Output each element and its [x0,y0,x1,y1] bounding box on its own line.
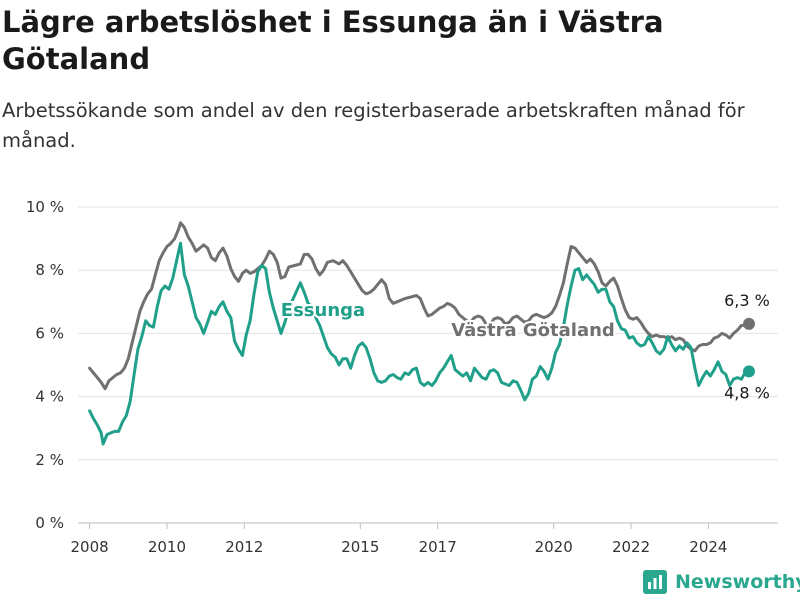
newsworthy-logo-text: Newsworthy [675,571,800,593]
series-name-label: Essunga [281,300,365,321]
x-axis-ticks: 2008 2010 2012 2015 2017 2020 2022 2024 [71,523,727,556]
x-tick-label: 2024 [689,538,727,556]
x-tick-label: 2008 [71,538,109,556]
series-name-label: Västra Götaland [451,320,615,341]
y-tick-label: 6 % [35,324,64,342]
x-tick-label: 2012 [225,538,263,556]
gridlines [78,206,778,524]
series-end-point-0 [742,317,755,330]
y-tick-label: 4 % [35,388,64,406]
end-value-label: 4,8 % [724,383,770,402]
x-tick-label: 2020 [535,538,573,556]
line-chart: 0 % 2 % 4 % 6 % 8 % 10 % 2008 2010 2012 2015 2017… [26,198,778,556]
y-tick-label: 2 % [35,451,64,469]
x-tick-label: 2015 [341,538,379,556]
page-title: Lägre arbetslöshet i Essunga än i Västra… [2,5,664,76]
newsworthy-logo[interactable]: Newsworthy [643,570,800,594]
y-tick-label: 10 % [26,198,64,216]
y-tick-label: 0 % [35,514,64,532]
newsworthy-logo-icon [643,570,667,594]
x-tick-label: 2010 [148,538,186,556]
series-end-point-1 [742,365,755,378]
page-subtitle: Arbetssökande som andel av den registerb… [2,99,745,152]
x-tick-label: 2017 [419,538,457,556]
series-line-0 [88,221,751,391]
series-labels: Västra Götaland Essunga 6,3 % 4,8 % [279,291,770,402]
x-tick-label: 2022 [612,538,650,556]
series-lines [88,221,755,446]
end-value-label: 6,3 % [724,291,770,310]
y-tick-label: 8 % [35,261,64,279]
series-line-1 [88,241,751,446]
y-axis-ticks: 0 % 2 % 4 % 6 % 8 % 10 % [26,198,64,532]
